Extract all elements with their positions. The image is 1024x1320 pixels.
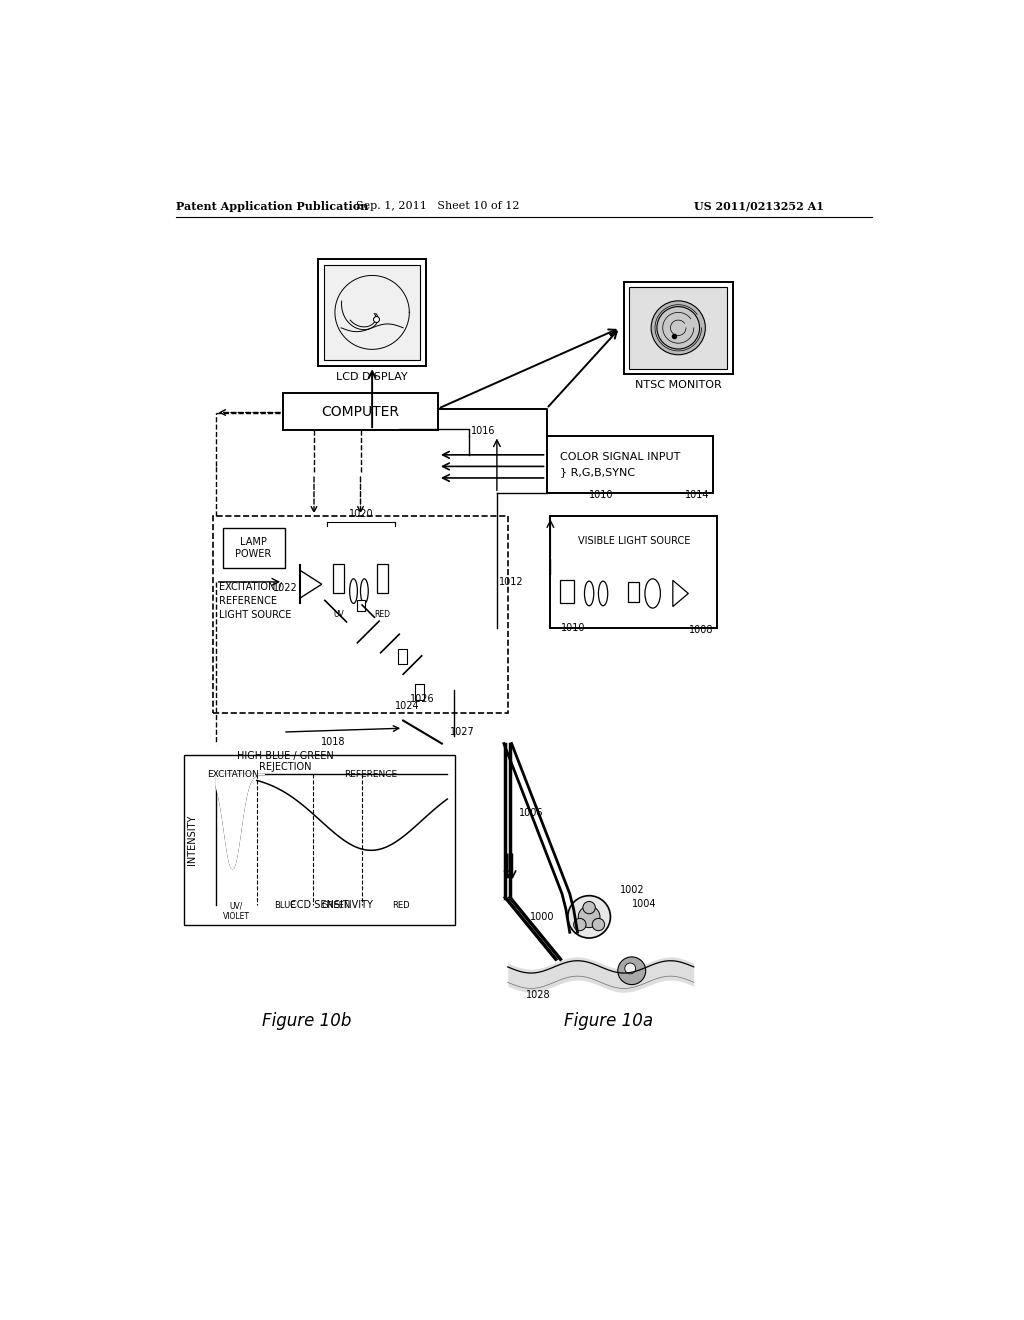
Text: } R,G,B,SYNC: } R,G,B,SYNC: [560, 467, 636, 477]
Text: CCD SENSITIVITY: CCD SENSITIVITY: [291, 900, 374, 909]
Text: 1000: 1000: [529, 912, 554, 921]
Text: RED: RED: [392, 902, 410, 911]
FancyBboxPatch shape: [630, 286, 727, 368]
FancyBboxPatch shape: [397, 649, 407, 664]
Circle shape: [583, 902, 595, 913]
Text: Figure 10a: Figure 10a: [564, 1012, 653, 1030]
Text: REFERENCE: REFERENCE: [344, 770, 397, 779]
FancyBboxPatch shape: [317, 259, 426, 367]
Text: LCD DISPLAY: LCD DISPLAY: [336, 372, 408, 383]
Ellipse shape: [585, 581, 594, 606]
Text: 1028: 1028: [526, 990, 551, 1001]
Text: 1014: 1014: [685, 490, 710, 500]
Text: 1026: 1026: [410, 693, 434, 704]
Text: Sep. 1, 2011   Sheet 10 of 12: Sep. 1, 2011 Sheet 10 of 12: [356, 201, 520, 211]
Text: UV: UV: [334, 610, 344, 619]
Ellipse shape: [598, 581, 607, 606]
Text: LAMP
POWER: LAMP POWER: [236, 537, 271, 558]
Circle shape: [625, 964, 636, 974]
Text: BLUE: BLUE: [273, 902, 295, 911]
FancyBboxPatch shape: [283, 393, 438, 430]
Circle shape: [573, 919, 586, 931]
Text: RED: RED: [374, 610, 390, 619]
FancyBboxPatch shape: [357, 599, 366, 611]
FancyBboxPatch shape: [213, 516, 508, 713]
Circle shape: [579, 906, 600, 928]
Text: 1010: 1010: [589, 490, 613, 500]
Text: 1018: 1018: [322, 738, 346, 747]
Text: 1012: 1012: [500, 577, 524, 587]
Text: EXCITATION: EXCITATION: [207, 770, 258, 779]
Text: 1027: 1027: [450, 726, 474, 737]
Polygon shape: [673, 581, 688, 607]
Polygon shape: [300, 570, 322, 598]
Text: COMPUTER: COMPUTER: [322, 405, 399, 418]
Ellipse shape: [657, 306, 699, 348]
Text: UV/
VIOLET: UV/ VIOLET: [222, 902, 250, 921]
Text: 1010: 1010: [561, 623, 586, 634]
Text: 1024: 1024: [395, 701, 420, 711]
Text: HIGH BLUE / GREEN
REJECTION: HIGH BLUE / GREEN REJECTION: [238, 751, 334, 772]
Text: Patent Application Publication: Patent Application Publication: [176, 201, 369, 211]
FancyBboxPatch shape: [624, 281, 732, 374]
Ellipse shape: [360, 578, 369, 603]
Text: INTENSITY: INTENSITY: [186, 814, 197, 865]
FancyBboxPatch shape: [550, 516, 717, 628]
Text: 1020: 1020: [349, 508, 374, 519]
FancyBboxPatch shape: [334, 564, 344, 594]
FancyBboxPatch shape: [222, 528, 285, 568]
Text: Figure 10b: Figure 10b: [261, 1012, 351, 1030]
Text: US 2011/0213252 A1: US 2011/0213252 A1: [693, 201, 823, 211]
FancyBboxPatch shape: [415, 684, 424, 701]
Text: GREEN: GREEN: [322, 902, 351, 911]
Text: 1004: 1004: [632, 899, 656, 908]
Ellipse shape: [568, 896, 610, 939]
Text: 1006: 1006: [519, 808, 544, 818]
FancyBboxPatch shape: [547, 436, 713, 494]
Text: VISIBLE LIGHT SOURCE: VISIBLE LIGHT SOURCE: [578, 536, 690, 546]
Text: COLOR SIGNAL INPUT: COLOR SIGNAL INPUT: [560, 451, 681, 462]
FancyBboxPatch shape: [324, 264, 420, 360]
Text: EXCITATION /
REFERENCE
LIGHT SOURCE: EXCITATION / REFERENCE LIGHT SOURCE: [219, 582, 292, 620]
Circle shape: [617, 957, 646, 985]
Text: NTSC MONITOR: NTSC MONITOR: [635, 380, 722, 391]
Ellipse shape: [651, 301, 706, 355]
FancyBboxPatch shape: [377, 564, 388, 594]
Text: 1016: 1016: [471, 426, 496, 436]
FancyBboxPatch shape: [628, 582, 639, 602]
Text: 1022: 1022: [273, 583, 298, 593]
Text: 1002: 1002: [621, 884, 645, 895]
Text: 1008: 1008: [688, 626, 713, 635]
Ellipse shape: [349, 578, 357, 603]
Polygon shape: [216, 775, 264, 869]
FancyBboxPatch shape: [560, 581, 573, 603]
FancyBboxPatch shape: [183, 755, 455, 924]
Ellipse shape: [645, 578, 660, 609]
Circle shape: [592, 919, 604, 931]
